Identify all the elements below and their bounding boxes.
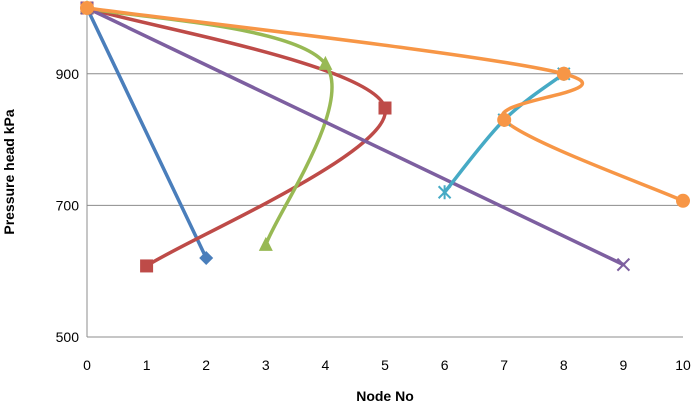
series-1-line [85,6,208,260]
series-6-marker [497,112,512,127]
series-2-marker [140,259,154,273]
series-6-marker [676,193,690,208]
series-1-marker [199,251,214,266]
x-tick-label: 8 [560,357,568,373]
series-4-marker [616,257,631,272]
x-tick-label: 4 [322,357,330,373]
x-tick-label: 0 [83,357,91,373]
series-3-marker [318,55,333,70]
series-5-marker [437,185,452,200]
series-6-marker [80,1,94,15]
series-3-marker [258,236,273,251]
x-tick-label: 2 [202,357,210,373]
series-group [85,6,685,268]
series-6-line [85,6,685,203]
x-tick-label: 10 [675,357,691,373]
series-2-line [85,6,387,268]
series-2-marker [378,101,392,115]
series-3-line [85,6,334,247]
markers-group [80,0,690,273]
x-tick-label: 7 [500,357,508,373]
x-tick-label: 3 [262,357,270,373]
x-tick-label: 1 [143,357,151,373]
series-5-line [442,72,566,194]
x-tick-label: 5 [381,357,389,373]
y-tick-label: 700 [56,197,80,213]
x-axis-title: Node No [356,388,414,403]
series-4-line [85,6,626,267]
gridlines [87,73,683,206]
y-axis-title: Pressure head kPa [1,109,17,235]
x-tick-label: 6 [441,357,449,373]
x-tick-label: 9 [620,357,628,373]
y-tick-label: 900 [56,66,80,82]
tick-labels: 500 700 900 0 1 2 3 4 5 6 7 8 9 10 [56,66,691,373]
axes [86,8,683,338]
y-tick-label: 500 [56,329,80,345]
series-6-marker [556,66,571,81]
